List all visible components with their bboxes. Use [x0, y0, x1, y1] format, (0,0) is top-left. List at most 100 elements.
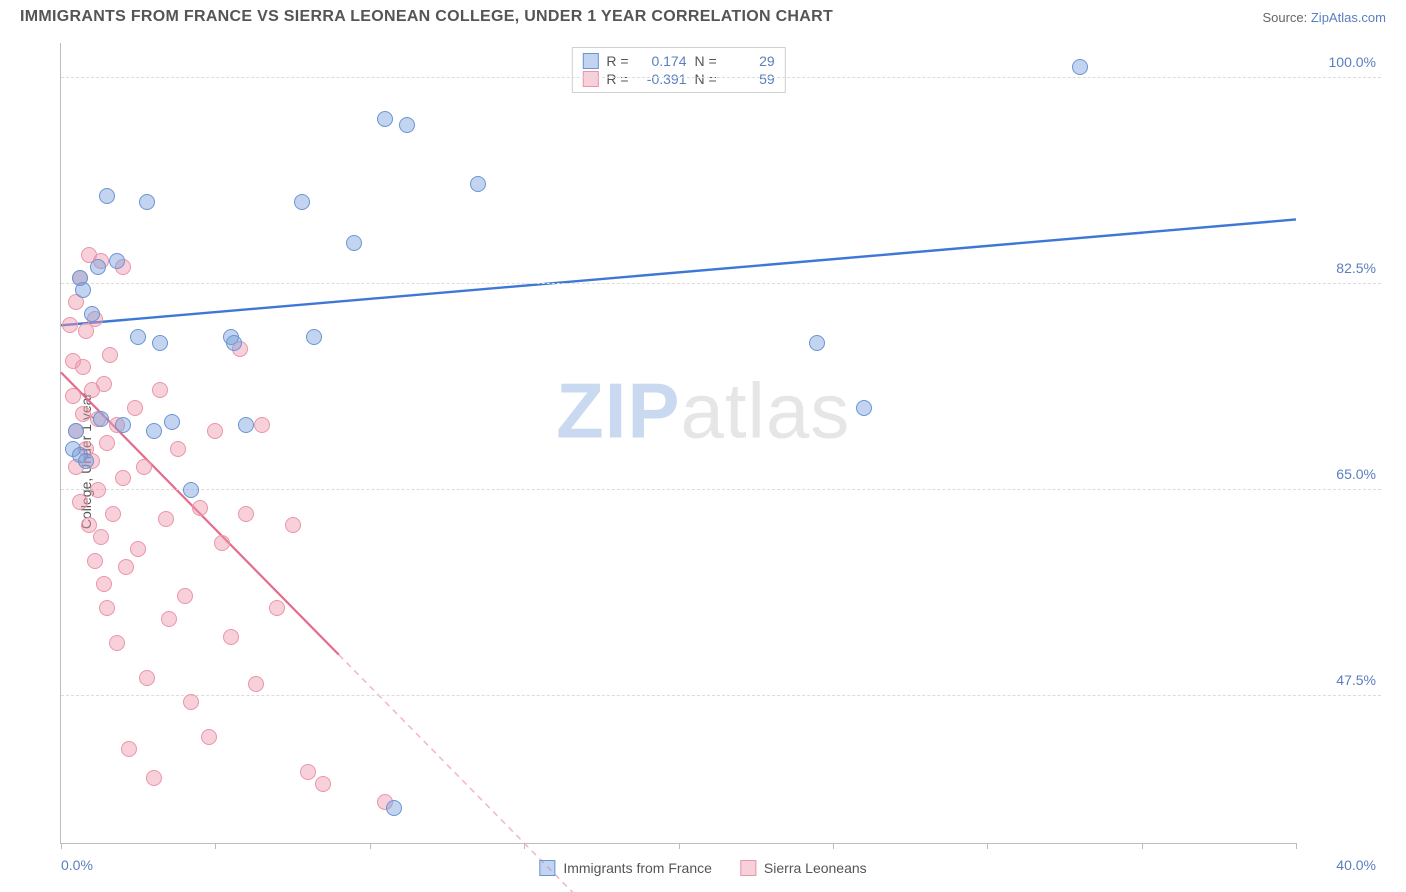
scatter-point: [170, 441, 186, 457]
scatter-point: [192, 500, 208, 516]
legend-swatch-blue: [582, 53, 598, 69]
chart-title: IMMIGRANTS FROM FRANCE VS SIERRA LEONEAN…: [20, 8, 833, 26]
r-label: R =: [606, 71, 628, 87]
scatter-point: [130, 329, 146, 345]
watermark: ZIPatlas: [556, 366, 850, 457]
scatter-point: [96, 376, 112, 392]
scatter-point: [226, 335, 242, 351]
scatter-point: [75, 282, 91, 298]
scatter-point: [306, 329, 322, 345]
scatter-point: [139, 670, 155, 686]
scatter-point: [183, 482, 199, 498]
r-label: R =: [606, 53, 628, 69]
x-tick: [61, 843, 62, 849]
scatter-point: [146, 423, 162, 439]
scatter-point: [315, 776, 331, 792]
n-label: N =: [695, 53, 717, 69]
x-tick: [215, 843, 216, 849]
watermark-zip: ZIP: [556, 367, 680, 455]
scatter-point: [68, 423, 84, 439]
scatter-point: [399, 117, 415, 133]
trend-lines-layer: [61, 43, 1296, 843]
x-tick-label: 40.0%: [1336, 857, 1376, 873]
correlation-legend-row: R = -0.391 N = 59: [582, 70, 774, 88]
scatter-point: [294, 194, 310, 210]
gridline: [61, 283, 1381, 284]
scatter-point: [152, 382, 168, 398]
x-tick: [370, 843, 371, 849]
scatter-point: [136, 459, 152, 475]
scatter-point: [99, 435, 115, 451]
scatter-point: [285, 517, 301, 533]
scatter-point: [152, 335, 168, 351]
correlation-legend: R = 0.174 N = 29 R = -0.391 N = 59: [571, 47, 785, 93]
source-prefix: Source:: [1262, 10, 1310, 25]
r-value: -0.391: [637, 71, 687, 87]
source-link[interactable]: ZipAtlas.com: [1311, 10, 1386, 25]
x-tick-label: 0.0%: [61, 857, 93, 873]
scatter-point: [161, 611, 177, 627]
scatter-point: [96, 576, 112, 592]
scatter-point: [105, 506, 121, 522]
y-tick-label: 47.5%: [1306, 672, 1376, 688]
scatter-point: [214, 535, 230, 551]
series-legend-label: Immigrants from France: [563, 860, 712, 876]
scatter-point: [75, 406, 91, 422]
x-tick: [1296, 843, 1297, 849]
scatter-point: [177, 588, 193, 604]
y-tick-label: 100.0%: [1306, 54, 1376, 70]
scatter-point: [127, 400, 143, 416]
scatter-point: [386, 800, 402, 816]
gridline: [61, 77, 1381, 78]
scatter-point: [183, 694, 199, 710]
scatter-point: [109, 253, 125, 269]
y-tick-label: 65.0%: [1306, 466, 1376, 482]
scatter-point: [115, 417, 131, 433]
scatter-plot-area: ZIPatlas R = 0.174 N = 29 R = -0.391 N =…: [60, 43, 1296, 844]
series-legend-item: Sierra Leoneans: [740, 860, 867, 876]
scatter-point: [99, 600, 115, 616]
scatter-point: [207, 423, 223, 439]
series-legend-label: Sierra Leoneans: [764, 860, 867, 876]
scatter-point: [90, 482, 106, 498]
series-legend-item: Immigrants from France: [539, 860, 712, 876]
scatter-point: [158, 511, 174, 527]
scatter-point: [269, 600, 285, 616]
scatter-point: [102, 347, 118, 363]
scatter-point: [87, 553, 103, 569]
scatter-point: [84, 306, 100, 322]
scatter-point: [146, 770, 162, 786]
scatter-point: [856, 400, 872, 416]
scatter-point: [223, 629, 239, 645]
x-tick: [833, 843, 834, 849]
y-tick-label: 82.5%: [1306, 260, 1376, 276]
gridline: [61, 695, 1381, 696]
scatter-point: [130, 541, 146, 557]
scatter-point: [93, 411, 109, 427]
gridline: [61, 489, 1381, 490]
scatter-point: [75, 359, 91, 375]
scatter-point: [1072, 59, 1088, 75]
r-value: 0.174: [637, 53, 687, 69]
series-legend: Immigrants from France Sierra Leoneans: [539, 860, 866, 876]
scatter-point: [118, 559, 134, 575]
legend-swatch-pink: [740, 860, 756, 876]
scatter-point: [238, 506, 254, 522]
scatter-point: [109, 635, 125, 651]
scatter-point: [201, 729, 217, 745]
scatter-point: [99, 188, 115, 204]
x-tick: [679, 843, 680, 849]
scatter-point: [470, 176, 486, 192]
scatter-point: [346, 235, 362, 251]
chart-container: College, Under 1 year ZIPatlas R = 0.174…: [20, 38, 1386, 884]
x-tick: [987, 843, 988, 849]
scatter-point: [254, 417, 270, 433]
scatter-point: [90, 259, 106, 275]
x-tick: [524, 843, 525, 849]
trend-line: [339, 655, 663, 892]
watermark-atlas: atlas: [680, 367, 850, 455]
n-label: N =: [695, 71, 717, 87]
legend-swatch-blue: [539, 860, 555, 876]
chart-header: IMMIGRANTS FROM FRANCE VS SIERRA LEONEAN…: [0, 0, 1406, 32]
scatter-point: [300, 764, 316, 780]
